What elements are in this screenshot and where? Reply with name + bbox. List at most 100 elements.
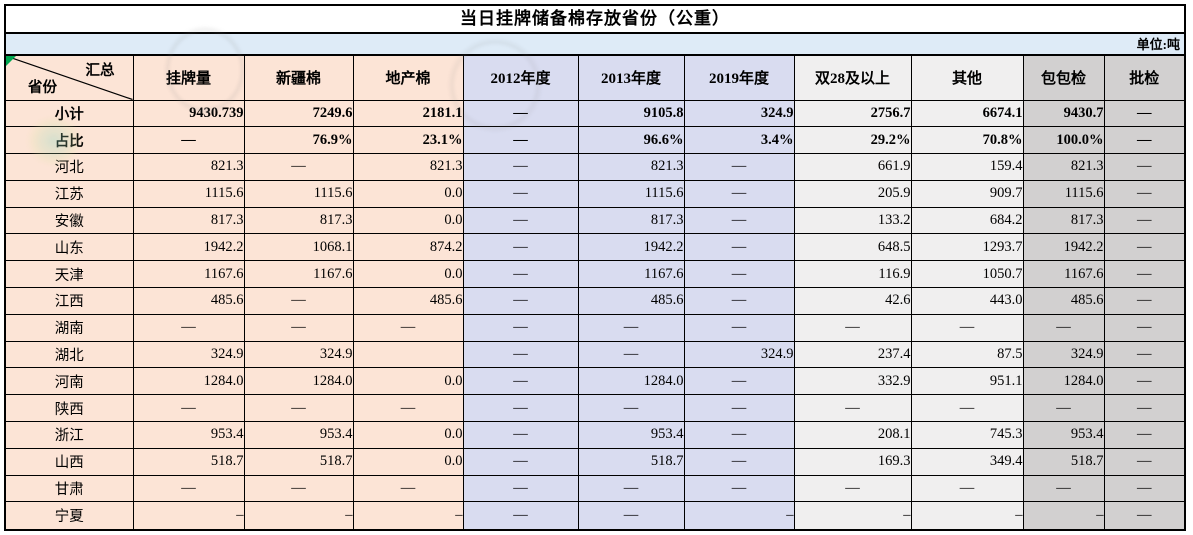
data-cell: 2181.1 bbox=[352, 99, 464, 128]
data-cell: — bbox=[462, 233, 579, 262]
data-cell: — bbox=[243, 474, 354, 503]
row-label: 河北 bbox=[6, 153, 134, 181]
row-label: 山东 bbox=[6, 233, 134, 262]
column-header: 2013年度 bbox=[577, 56, 685, 101]
data-cell: — bbox=[462, 99, 579, 128]
data-cell: — bbox=[1103, 340, 1184, 369]
data-cell: — bbox=[462, 501, 579, 529]
data-cell: — bbox=[683, 367, 795, 396]
data-cell: — bbox=[683, 394, 795, 423]
data-cell: 661.9 bbox=[793, 153, 912, 181]
row-label: 江苏 bbox=[6, 179, 134, 208]
table-row: 浙江 953.4 953.4 0.0—953.4—208.1 745.3 953.4— bbox=[6, 421, 1184, 449]
data-cell: — bbox=[462, 474, 579, 503]
data-cell: — bbox=[683, 474, 795, 503]
data-cell: — bbox=[1103, 421, 1184, 449]
data-cell: — bbox=[793, 313, 912, 342]
column-header: 双28及以上 bbox=[793, 56, 912, 101]
data-cell: 1167.6 bbox=[577, 260, 685, 289]
data-cell: 6674.1 bbox=[910, 99, 1024, 128]
row-label: 浙江 bbox=[6, 421, 134, 449]
table-row: 山西 518.7 518.7 0.0—518.7—169.3 349.4 518.7— bbox=[6, 447, 1184, 476]
table-row: 占比 —76.9% 23.1% —96.6% 3.4% 29.2% 70.8% 100.0% — bbox=[6, 126, 1184, 155]
data-cell: 0.0 bbox=[352, 206, 464, 235]
page-title: 当日挂牌储备棉存放省份（公重） bbox=[6, 6, 1184, 34]
data-cell: 169.3 bbox=[793, 447, 912, 476]
table-row: 甘肃 — — — — — — — — — — bbox=[6, 474, 1184, 503]
unit-label: 单位:吨 bbox=[1136, 37, 1180, 52]
data-cell: — bbox=[132, 126, 245, 155]
data-cell: — bbox=[577, 501, 685, 529]
data-cell: 3.4% bbox=[683, 126, 795, 155]
data-cell: 7249.6 bbox=[243, 99, 354, 128]
data-cell: 0.0 bbox=[352, 367, 464, 396]
data-cell: — bbox=[462, 421, 579, 449]
data-cell: 909.7 bbox=[910, 179, 1024, 208]
data-cell: — bbox=[577, 394, 685, 423]
corner-label-top: 汇总 bbox=[85, 63, 115, 79]
data-cell: 1942.2 bbox=[577, 233, 685, 262]
data-cell: — bbox=[910, 474, 1024, 503]
data-cell: — bbox=[243, 313, 354, 342]
data-cell: — bbox=[243, 394, 354, 423]
data-cell: 205.9 bbox=[793, 179, 912, 208]
data-cell: 1115.6 bbox=[243, 179, 354, 208]
data-cell: — bbox=[462, 153, 579, 181]
data-cell: — bbox=[1103, 474, 1184, 503]
table-row: 天津 1167.6 1167.6 0.0—1167.6—116.9 1050.7 1167… bbox=[6, 260, 1184, 289]
column-header: 2012年度 bbox=[462, 56, 579, 101]
data-cell: — bbox=[462, 313, 579, 342]
data-cell: — bbox=[1022, 394, 1105, 423]
column-header: 新疆棉 bbox=[243, 56, 354, 101]
data-cell: – bbox=[683, 501, 795, 529]
data-cell: 1942.2 bbox=[132, 233, 245, 262]
row-label: 湖北 bbox=[6, 340, 134, 369]
table-row: 山东 1942.2 1068.1 874.2—1942.2—648.5 1293.7 19… bbox=[6, 233, 1184, 262]
table-row: 湖南 — — — — — — — — — — bbox=[6, 313, 1184, 342]
data-cell: 2756.7 bbox=[793, 99, 912, 128]
data-cell: — bbox=[683, 260, 795, 289]
diagonal-divider bbox=[6, 56, 133, 100]
row-label: 山西 bbox=[6, 447, 134, 476]
data-cell: 23.1% bbox=[352, 126, 464, 155]
data-cell: 0.0 bbox=[352, 421, 464, 449]
data-cell: — bbox=[683, 179, 795, 208]
data-cell: — bbox=[352, 474, 464, 503]
data-cell: — bbox=[352, 313, 464, 342]
data-cell: 874.2 bbox=[352, 233, 464, 262]
data-cell: 518.7 bbox=[1022, 447, 1105, 476]
data-cell: — bbox=[132, 313, 245, 342]
data-cell: — bbox=[683, 421, 795, 449]
data-cell: 518.7 bbox=[243, 447, 354, 476]
data-cell: 324.9 bbox=[132, 340, 245, 369]
column-header: 地产棉 bbox=[352, 56, 464, 101]
row-label: 小计 bbox=[6, 99, 134, 128]
row-label: 甘肃 bbox=[6, 474, 134, 503]
data-cell: — bbox=[462, 394, 579, 423]
data-cell: — bbox=[462, 367, 579, 396]
data-cell: — bbox=[462, 340, 579, 369]
data-cell: 1167.6 bbox=[243, 260, 354, 289]
data-cell: 485.6 bbox=[1022, 287, 1105, 315]
data-cell: 0.0 bbox=[352, 260, 464, 289]
data-cell: 1284.0 bbox=[577, 367, 685, 396]
data-cell: – bbox=[1022, 501, 1105, 529]
row-label: 江西 bbox=[6, 287, 134, 315]
data-cell: 817.3 bbox=[577, 206, 685, 235]
data-cell: 9430.739 bbox=[132, 99, 245, 128]
data-cell: 29.2% bbox=[793, 126, 912, 155]
row-label: 河南 bbox=[6, 367, 134, 396]
data-cell: 1942.2 bbox=[1022, 233, 1105, 262]
table-row: 宁夏 – – – — — – – – – — bbox=[6, 501, 1184, 529]
data-cell: 324.9 bbox=[683, 340, 795, 369]
data-cell: 96.6% bbox=[577, 126, 685, 155]
data-cell: 1115.6 bbox=[132, 179, 245, 208]
data-cell: — bbox=[1103, 153, 1184, 181]
data-cell: — bbox=[683, 206, 795, 235]
cell-corner-marker-icon bbox=[6, 56, 16, 66]
data-table: 汇总 省份 挂牌量 新疆棉 地产棉 2012年度 2013年度 2019年度 双28及以上其… bbox=[6, 56, 1184, 529]
data-cell: 159.4 bbox=[910, 153, 1024, 181]
data-cell: 237.4 bbox=[793, 340, 912, 369]
data-cell: — bbox=[1103, 126, 1184, 155]
data-cell: 953.4 bbox=[577, 421, 685, 449]
